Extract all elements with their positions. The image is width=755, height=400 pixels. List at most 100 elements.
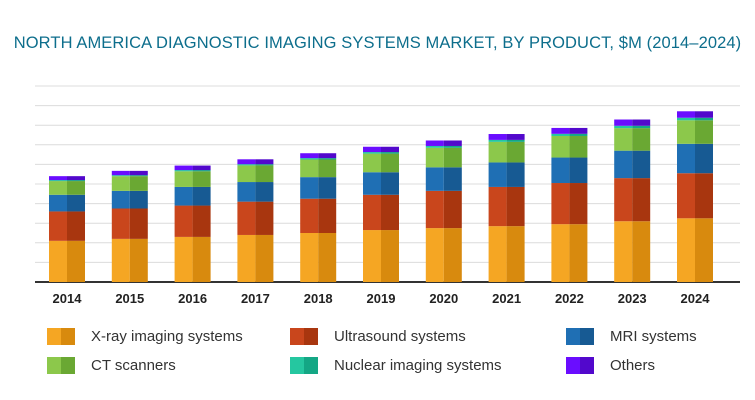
bar-segment [363,172,399,195]
bar-segment-left [488,162,507,187]
bar-segment-right [381,194,399,231]
bar-segment [363,153,399,173]
bar-segment [174,170,211,172]
bar-segment [49,194,85,212]
bar-segment-left [363,172,381,195]
bar-segment-right [255,164,274,166]
bar-segment-left [174,171,193,187]
bar-segment [174,165,211,171]
bar-segment [111,176,148,191]
bar-segment [614,178,651,222]
bar-segment-left [237,182,256,202]
bar-segment-left [111,175,130,177]
bar-segment [237,234,274,282]
bar-segment [300,177,337,199]
bar-segment-left [614,125,633,129]
bar-segment-right [632,221,651,282]
bar-segment [363,194,399,231]
legend-swatch [47,328,75,345]
bar-segment-left [237,164,256,166]
x-tick-label: 2016 [178,291,207,306]
legend-label: MRI systems [610,328,697,345]
bar-segment-right [506,226,525,282]
bar-segment-left [363,153,381,173]
bar-segment-left [614,221,633,282]
bar-segment-left [300,198,319,233]
bar-segment-left [551,157,570,184]
bar-segment [551,135,588,158]
bar-segment [551,183,588,225]
x-tick-label: 2014 [53,291,83,306]
bar-segment-right [632,178,651,222]
bar-segment-right [695,218,713,282]
bar-segment-right [129,190,148,209]
bar-segment-right [569,157,588,184]
bar-segment-left [111,238,130,282]
bar-segment-left [111,176,130,191]
bar-segment [363,152,399,154]
bar-segment-left [488,134,507,140]
bar-segment-right [318,159,337,178]
bar-segment [49,181,85,195]
x-tick-label: 2017 [241,291,270,306]
bar-segment-right [443,228,462,282]
bar-segment-left [551,224,570,282]
bar-segment-right [695,143,713,174]
bar-segment-right [443,140,462,146]
bar-segment-left [363,146,381,153]
bar-segment-right [443,145,462,148]
bar-segment [174,205,211,237]
bar-segment [174,236,211,282]
legend-item: Others [566,357,655,374]
bar-segment-left [237,165,256,183]
bar-segment-left [174,236,193,282]
bar-segment [425,145,462,148]
bar-segment [425,147,462,168]
bar-segment-right [192,171,211,187]
x-tick-label: 2018 [304,291,333,306]
bar-segment-left [363,230,381,282]
legend-label: Nuclear imaging systems [334,357,502,374]
bar-segment [488,186,525,227]
bar-segment-right [255,182,274,202]
bar-segment-right [129,208,148,239]
legend-label: Ultrasound systems [334,328,466,345]
bar-segment-left [614,150,633,179]
bar-segment [49,176,85,181]
bar-segment-left [551,127,570,134]
bar-segment [237,165,274,183]
bar-segment-left [111,170,130,176]
bar-segment-right [695,173,713,219]
bar-segment-left [677,120,695,144]
bar-segment [488,162,525,187]
bar-segment-right [255,165,274,183]
bar-segment-right [67,176,85,181]
bar-segment-left [488,141,507,163]
bar-segment-left [300,159,319,178]
bar-segment-right [443,190,462,229]
bar-segment [111,238,148,282]
bar-segment [237,182,274,202]
legend-item: X-ray imaging systems [47,328,243,345]
legend-swatch [290,357,318,374]
bar-segment [551,133,588,136]
bar-segment-right [381,230,399,282]
bar-segment-right [632,128,651,151]
bar-segment [174,171,211,187]
legend-swatch [566,328,594,345]
bar-segment-right [381,152,399,154]
bar-segment-right [192,205,211,237]
bar-segment-right [318,177,337,199]
bar-segment [363,230,399,282]
bar-segment [363,146,399,153]
bar-segment-left [237,201,256,235]
bar-segment [111,208,148,239]
bar-segment [614,221,651,282]
bar-segment [677,143,713,174]
bar-segment [425,140,462,146]
bar-segment [677,111,713,118]
bar-segment [614,128,651,151]
bar-segment [49,240,85,282]
bar-segment-right [506,134,525,140]
bar-segment [551,127,588,134]
